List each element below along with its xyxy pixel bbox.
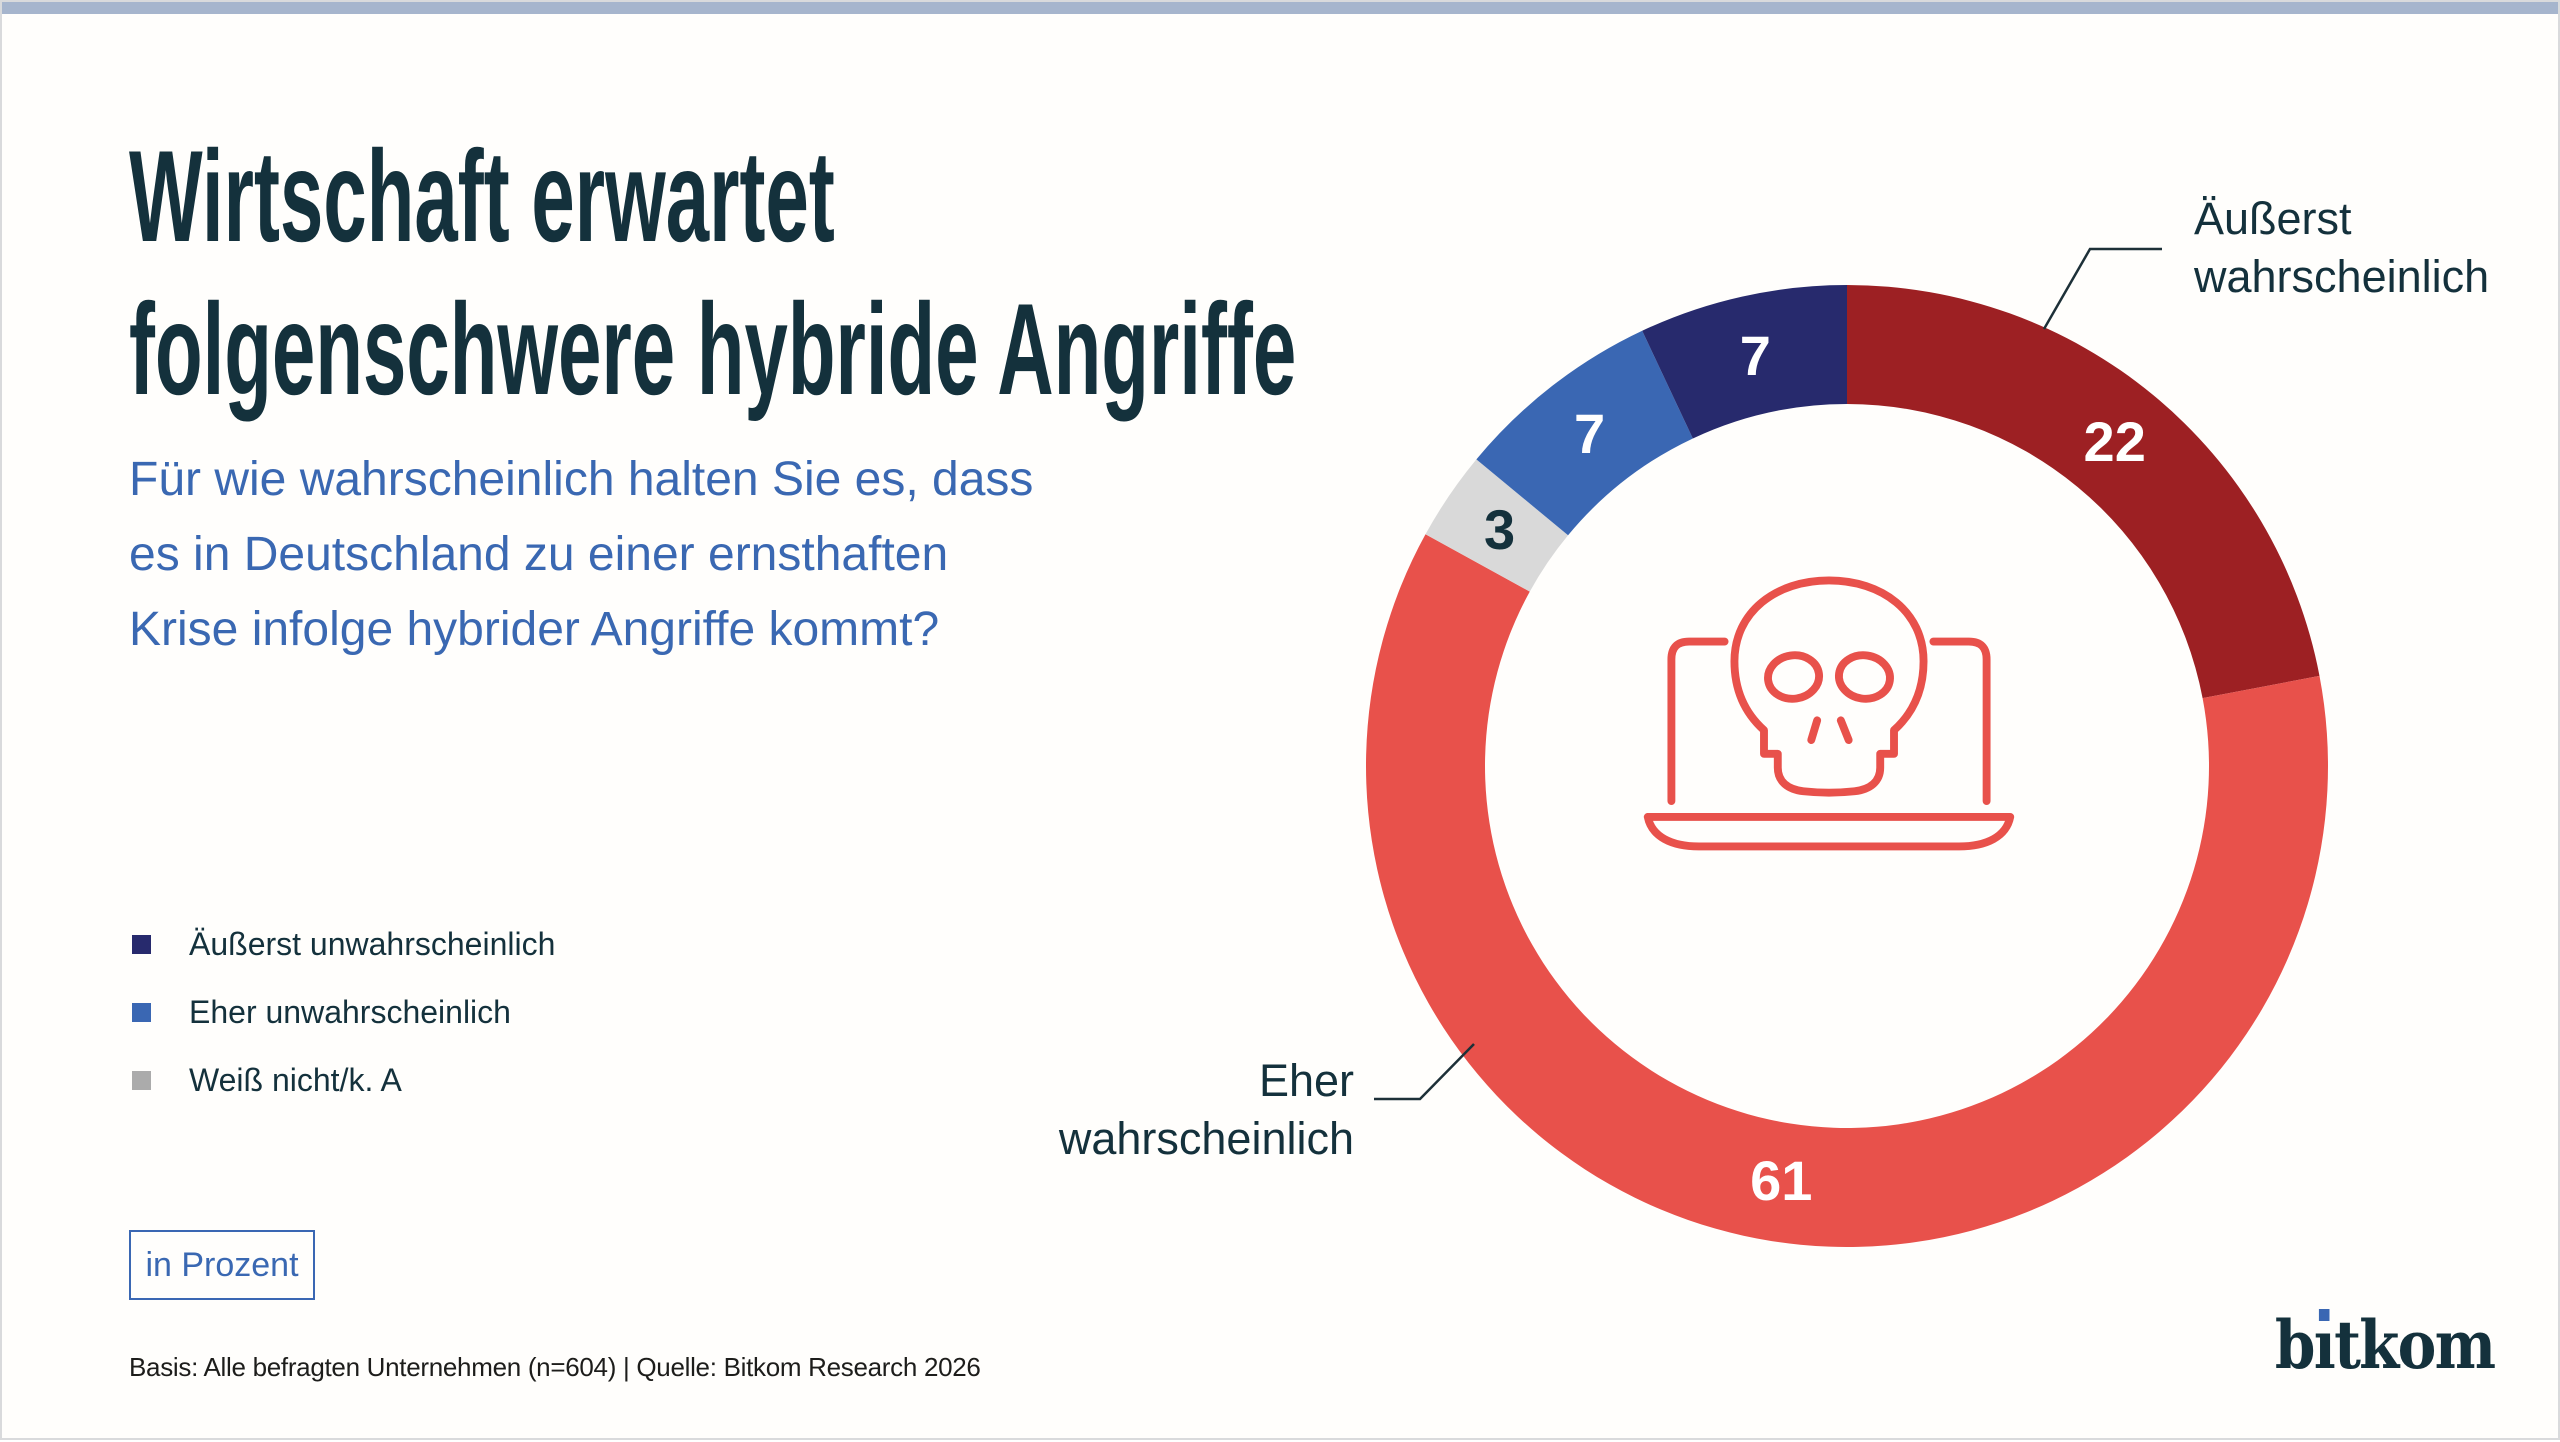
legend-label: Äußerst unwahrscheinlich [189,925,556,962]
legend-item-eher-unwahrscheinlich: Eher unwahrscheinlich [132,992,555,1032]
skull-outline [1730,576,1928,797]
laptop-screen-left [1667,637,1729,806]
bitkom-logo: bı tkom [2274,1306,2496,1386]
segment-value-äußerst-unwahrscheinlich: 7 [1739,324,1771,388]
skull-nostril-right [1836,716,1853,744]
donut-segment-eher-wahrscheinlich [1366,534,2328,1247]
unit-box-label: in Prozent [145,1245,299,1284]
survey-question: Für wie wahrscheinlich halten Sie es, da… [129,453,1034,656]
donut-chart-area: 22 61 3 7 7 [1366,285,2328,1247]
laptop-base [1643,812,2015,851]
logo-blue-dot-icon [2318,1309,2329,1321]
skull-eye-left [1764,651,1824,703]
segment-value-eher-wahrscheinlich: 61 [1750,1148,1813,1212]
segment-value-äußerst-wahrscheinlich: 22 [2083,410,2146,474]
legend-swatch-weiß-nicht-k-a [132,1070,151,1090]
legend-item-weiß-nicht-k-a: Weiß nicht/k. A [132,1060,555,1100]
unit-box: in Prozent [129,1230,315,1300]
callout-label-top: Äußerst wahrscheinlich [2194,193,2490,302]
donut-segment-eher-unwahrscheinlich [1476,330,1693,536]
legend-swatch-eher-unwahrscheinlich [132,1002,151,1022]
skull-nostril-left [1807,716,1822,744]
legend: Äußerst unwahrscheinlich Eher unwahrschei… [132,924,555,1128]
laptop-screen-right [1929,637,1991,806]
skull-eye-right [1834,651,1894,703]
top-accent-bar [2,2,2558,14]
logo-letter-i: ı [2313,1306,2335,1384]
donut-segment-weiß-nicht-k-a [1425,459,1569,592]
legend-label: Weiß nicht/k. A [189,1061,402,1098]
page-title: Wirtschaft erwartet folgenschwere hybrid… [129,120,1296,426]
logo-dotless-i: ı [2313,1306,2335,1384]
laptop-skull-icon [1643,576,2015,851]
page-title-line-1: Wirtschaft erwartet [129,123,835,269]
donut-segment-äußerst-wahrscheinlich [1847,285,2320,699]
logo-text-post: tkom [2333,1306,2496,1384]
legend-item-äußerst-unwahrscheinlich: Äußerst unwahrscheinlich [132,924,555,964]
segment-value-weiß-nicht-k-a: 3 [1484,497,1516,561]
page-title-line-2: folgenschwere hybride Angriffe [129,276,1297,422]
source-footnote: Basis: Alle befragten Unternehmen (n=604… [129,1352,981,1382]
legend-swatch-äußerst-unwahrscheinlich [132,934,151,954]
logo-text-pre: b [2274,1306,2316,1384]
segment-value-eher-unwahrscheinlich: 7 [1574,402,1606,466]
callout-label-bottom: Eher wahrscheinlich [1058,1055,1354,1164]
donut-segment-äußerst-unwahrscheinlich [1642,285,1847,439]
donut-chart [1366,285,2328,1247]
legend-label: Eher unwahrscheinlich [189,993,511,1030]
